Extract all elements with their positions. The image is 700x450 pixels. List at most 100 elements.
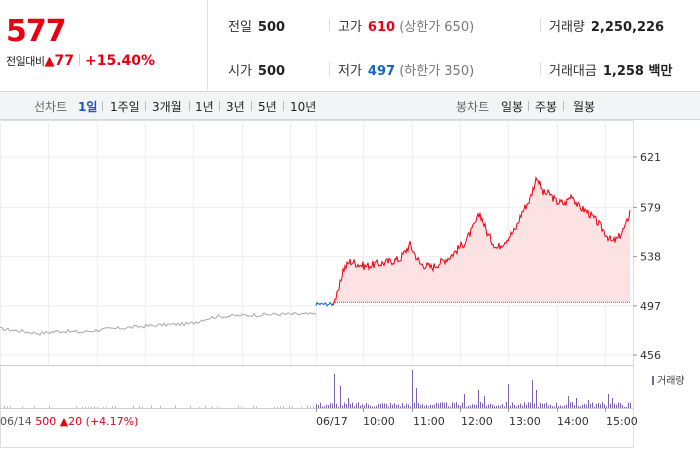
volume-bar [358,402,359,408]
stat-volume: 거래량 2,250,226 [549,16,664,35]
volume-bar [241,406,242,408]
tab-candle-weekly[interactable]: 주봉 [535,100,558,114]
volume-bar [550,404,551,408]
volume-bar [416,388,417,408]
volume-bar [352,402,353,408]
prev-day-price-line [0,311,317,336]
volume-bar [160,405,161,408]
below-base-price-line [315,301,334,307]
x-tick-label: 11:00 [413,415,445,428]
volume-bar [356,403,357,408]
price-fill-area [333,177,630,306]
volume-bar [580,406,581,408]
tab-period-1w[interactable]: 1주일 [110,100,140,114]
volume-bar [82,406,83,408]
volume-bar [4,405,5,408]
x-axis-ticks [316,408,606,412]
volume-bar [566,404,567,408]
volume-bar [428,406,429,408]
divider [102,101,103,111]
volume-bar [370,405,371,408]
volume-legend-label: 거래량 [657,376,685,387]
volume-bar [554,406,555,408]
volume-bar [518,404,519,408]
volume-bar [151,405,152,408]
volume-bar [22,406,23,408]
volume-bar [199,406,200,408]
stat-value: 2,250,226 [590,20,665,35]
volume-bar [238,405,239,408]
tab-period-5y[interactable]: 5년 [258,100,277,114]
volume-bar [402,403,403,408]
stat-label: 저가 [338,64,362,79]
volume-bar [340,386,341,408]
tab-candle-monthly[interactable]: 월봉 [573,100,596,114]
volume-bar [372,406,373,408]
volume-bar [398,404,399,408]
volume-bar [292,406,293,408]
stat-value: 500 [257,20,286,35]
volume-bar [289,405,290,408]
volume-bar [76,406,77,408]
tab-candle-daily[interactable]: 일봉 [501,100,524,114]
volume-bar [139,406,140,408]
intraday-price-line [332,175,631,306]
stat-value: 497 [367,64,396,79]
volume-bar [394,403,395,408]
y-tick-label: 538 [640,251,661,264]
stat-label: 거래량 [549,20,585,35]
volume-bar [34,406,35,408]
volume-bar [426,405,427,408]
prev-change-percent: (+4.17%) [85,415,139,428]
x-tick-label: 13:00 [509,415,541,428]
volume-bar [103,406,104,408]
volume-bar [344,402,345,408]
volume-bar [310,406,311,408]
volume-bar [277,406,278,408]
volume-bar [492,404,493,408]
volume-bar [488,404,489,408]
volume-bar [514,405,515,408]
volume-bar [97,406,98,408]
change-amount: 77 [54,53,74,69]
volume-bar [538,406,539,408]
volume-bar [536,390,537,408]
volume-bar [436,402,437,408]
price-box: 577 전일대비▲77 +15.40% [0,0,208,92]
volume-bar [432,405,433,408]
volume-bar [490,403,491,408]
divider [528,101,529,111]
volume-bar [332,403,333,408]
prev-day-info: 06/14 500 ▲20 (+4.17%) [0,415,138,428]
tab-period-10y[interactable]: 10년 [290,100,317,114]
volume-bar [576,398,577,408]
volume-bar [606,406,607,408]
volume-bar [446,402,447,408]
divider [283,101,284,111]
chart-tab-bar: 선차트 1일 1주일 3개월 1년 3년 5년 10년 봉차트 일봉 주봉 월봉 [0,92,700,120]
volume-bar [526,404,527,408]
volume-bar [175,405,176,408]
volume-bar [418,403,419,408]
volume-bar [578,406,579,408]
volume-bar [440,402,441,408]
line-chart-label: 선차트 [34,100,68,114]
volume-bar [318,405,319,408]
volume-bar [484,396,485,408]
tab-period-1d[interactable]: 1일 [78,100,98,114]
prev-change: 20 [68,415,83,428]
volume-bar [133,405,134,408]
change-row: 전일대비▲77 +15.40% [6,53,155,69]
volume-bar [454,403,455,408]
volume-bar [466,406,467,408]
tab-period-1y[interactable]: 1년 [195,100,214,114]
x-tick-label: 06/17 [316,415,348,428]
volume-bar [354,406,355,408]
divider [540,18,541,32]
volume-bar [582,404,583,408]
tab-period-3m[interactable]: 3개월 [152,100,182,114]
volume-bar [544,403,545,408]
tab-period-3y[interactable]: 3년 [226,100,245,114]
volume-bar [256,406,257,408]
volume-bar [410,406,411,408]
